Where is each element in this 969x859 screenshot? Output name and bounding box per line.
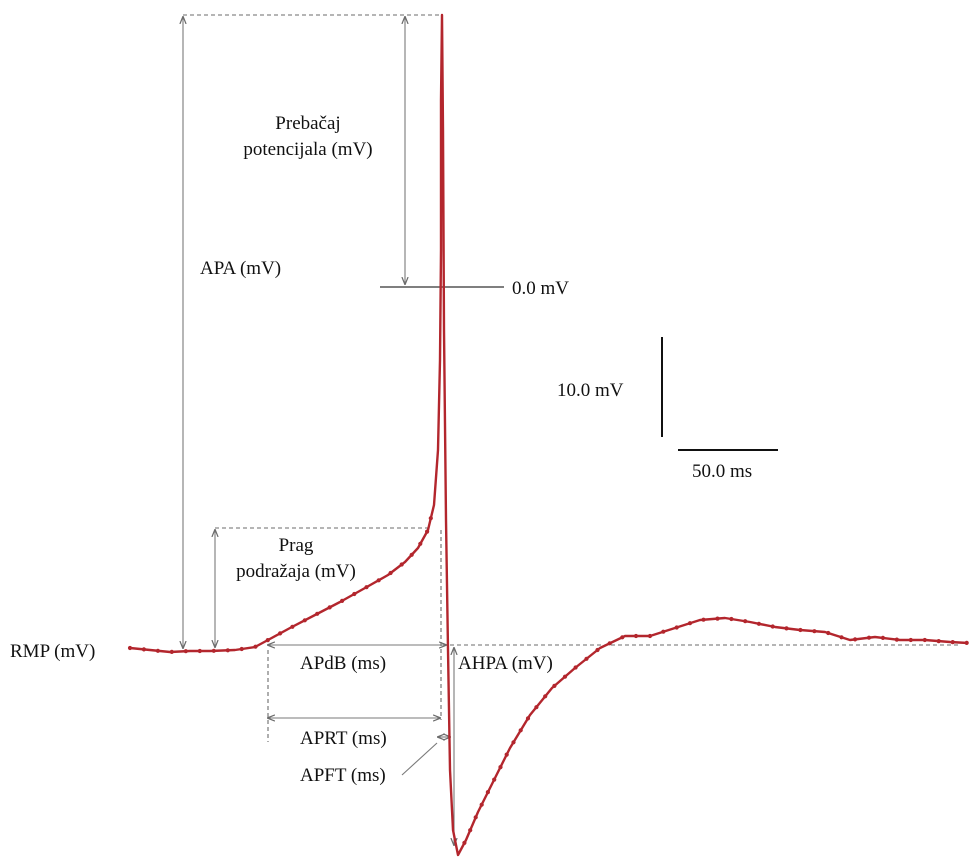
trace-sample-marker <box>798 627 803 633</box>
trace-sample-marker <box>647 633 653 639</box>
trace-sample-marker <box>388 570 393 576</box>
apdb-label: APdB (ms) <box>300 653 386 674</box>
action-potential-trace <box>129 13 969 857</box>
trace-sample-marker <box>462 840 467 846</box>
apa-label: APA (mV) <box>200 258 281 279</box>
trace-sample-marker <box>183 649 188 654</box>
trace-sample-marker <box>674 625 679 630</box>
trace-sample-marker <box>473 815 478 820</box>
trace-sample-marker <box>543 694 548 699</box>
trace-sample-marker <box>511 740 516 745</box>
trace-sample-marker <box>770 624 775 629</box>
trace-sample-marker <box>715 616 720 621</box>
trace-sample-marker <box>595 647 600 653</box>
trace-sample-marker <box>169 649 174 655</box>
trace-sample-marker <box>239 646 244 652</box>
trace-sample-marker <box>525 716 531 721</box>
trace-sample-marker <box>633 633 639 639</box>
overshoot-label-line2: potencijala (mV) <box>243 139 372 160</box>
trace-sample-marker <box>315 611 320 616</box>
trace-sample-marker <box>409 552 414 557</box>
trace-sample-marker <box>839 635 844 640</box>
trace-sample-marker <box>908 637 913 643</box>
time-scale-label: 50.0 ms <box>692 461 752 482</box>
apft-label: APFT (ms) <box>300 765 386 786</box>
trace-sample-marker <box>853 637 858 642</box>
trace-sample-marker <box>922 637 927 643</box>
ahpa-label: AHPA (mV) <box>458 653 553 674</box>
trace-sample-marker <box>302 618 307 623</box>
trace-sample-marker <box>211 648 216 653</box>
trace-sample-marker <box>866 635 872 640</box>
trace-sample-marker <box>504 752 509 757</box>
trace-sample-marker <box>428 516 433 521</box>
trace-sample-marker <box>964 640 969 646</box>
trace-sample-marker <box>661 629 666 634</box>
trace-sample-marker <box>376 578 381 583</box>
trace-sample-marker <box>607 641 612 646</box>
trace-sample-marker <box>197 648 202 654</box>
trace-sample-marker <box>155 648 160 653</box>
trace-sample-marker <box>687 621 693 626</box>
trace-sample-marker <box>327 605 332 610</box>
trace-sample-marker <box>485 790 490 795</box>
trace-sample-marker <box>340 598 345 604</box>
trace-sample-marker <box>584 656 589 661</box>
trace-sample-marker <box>812 629 817 634</box>
trace-sample-marker <box>950 640 955 645</box>
apft-leader-line <box>401 742 438 776</box>
trace-sample-marker <box>743 619 748 624</box>
trace-sample-marker <box>479 802 484 807</box>
voltage-scale-label: 10.0 mV <box>557 380 624 401</box>
trace-sample-marker <box>253 644 258 649</box>
trace-sample-marker <box>936 639 941 644</box>
trace-sample-marker <box>826 630 831 636</box>
trace-sample-marker <box>880 635 886 641</box>
trace-sample-marker <box>290 624 295 629</box>
aprt-label: APRT (ms) <box>300 728 387 749</box>
trace-sample-marker <box>141 647 146 652</box>
trace-sample-marker <box>573 665 578 670</box>
trace-sample-marker <box>518 728 523 733</box>
trace-sample-marker <box>364 585 369 590</box>
trace-sample-marker <box>265 638 270 643</box>
trace-sample-marker <box>552 683 557 689</box>
trace-sample-marker <box>492 777 497 782</box>
trace-sample-marker <box>729 616 734 622</box>
trace-sample-marker <box>225 648 230 653</box>
trace-sample-marker <box>127 645 133 651</box>
trace-sample-marker <box>399 562 404 567</box>
trace-sample-marker <box>756 621 762 626</box>
overshoot-label-line1: Prebačaj <box>275 113 340 134</box>
trace-sample-marker <box>425 529 430 534</box>
threshold-label-line1: Prag <box>279 535 314 556</box>
trace-sample-marker <box>278 631 283 636</box>
trace-sample-marker <box>562 674 568 679</box>
trace-sample-marker <box>468 828 473 833</box>
trace-sample-marker <box>352 591 357 597</box>
rmp-label: RMP (mV) <box>10 641 95 662</box>
trace-sample-marker <box>418 541 423 546</box>
trace-sample-marker <box>701 617 706 622</box>
trace-sample-marker <box>784 626 789 631</box>
zero-mv-label: 0.0 mV <box>512 278 569 299</box>
trace-sample-markers <box>127 516 969 846</box>
trace-sample-marker <box>534 705 539 710</box>
trace-sample-marker <box>894 637 899 642</box>
threshold-label-line2: podražaja (mV) <box>236 561 356 582</box>
trace-sample-marker <box>498 765 503 770</box>
trace-sample-marker <box>620 635 625 640</box>
